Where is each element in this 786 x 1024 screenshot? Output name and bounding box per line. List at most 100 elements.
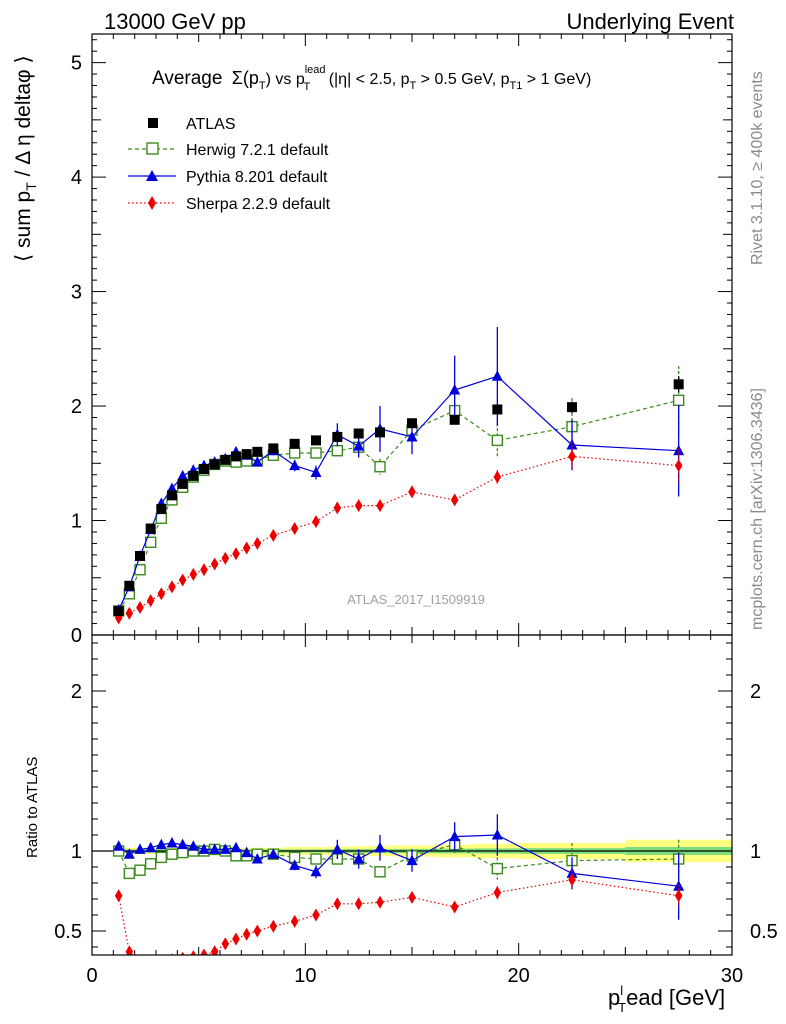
main-series-atlas	[113, 376, 684, 616]
main-point-sherpa	[136, 601, 144, 615]
main-point-herwig	[374, 461, 386, 473]
ratio-series-sherpa	[114, 870, 683, 970]
legend-entry-sherpa: Sherpa 2.2.9 default	[128, 196, 331, 213]
main-point-sherpa	[157, 587, 166, 601]
ratio-point-sherpa	[136, 957, 144, 970]
main-point-atlas	[673, 379, 684, 390]
main-point-sherpa	[242, 541, 251, 555]
main-point-atlas	[407, 418, 417, 429]
legend-entry-pythia: Pythia 8.201 default	[128, 169, 328, 186]
main-point-pythia	[566, 438, 578, 450]
ratio-point-sherpa	[114, 889, 123, 903]
main-series-sherpa	[114, 442, 683, 625]
main-point-pythia	[251, 456, 263, 467]
main-point-atlas	[209, 459, 220, 470]
plot-title: Average Σ(pT) vs plead T (|η| < 2.5, pT >…	[152, 64, 591, 93]
main-point-pythia	[289, 459, 301, 471]
ratio-point-sherpa	[253, 924, 262, 938]
ratio-point-sherpa	[450, 900, 459, 914]
main-point-herwig	[155, 512, 168, 524]
ratio-point-pythia	[374, 841, 386, 853]
ratio-point-sherpa	[333, 897, 342, 911]
ratio-point-herwig	[166, 848, 178, 860]
main-point-sherpa	[450, 493, 459, 507]
ratio-point-pythia	[406, 854, 418, 866]
rivet-label: Rivet 3.1.10, ≥ 400k events	[749, 71, 766, 265]
ratio-point-pythia	[145, 841, 157, 853]
ratio-point-sherpa	[568, 873, 576, 887]
y-tick-label: 4	[71, 167, 82, 189]
main-point-sherpa	[253, 536, 262, 550]
ratio-point-sherpa	[158, 957, 166, 970]
legend-marker-atlas	[148, 118, 158, 128]
main-point-sherpa	[125, 606, 134, 620]
main-point-atlas	[167, 490, 177, 501]
ratio-point-pythia	[449, 830, 461, 842]
axes: 0 10 20 30 0 1 2 3 4 5 0.5 0.5 1 1 2 2	[54, 33, 778, 987]
main-point-sherpa	[333, 501, 342, 515]
main-point-atlas	[289, 438, 300, 449]
main-point-atlas	[567, 402, 577, 413]
ratio-point-pythia	[219, 843, 231, 854]
mcplots-label: mcplots.cern.ch [arXiv:1306.3436]	[749, 388, 766, 630]
legend-entry-herwig: Herwig 7.2.1 default	[128, 142, 329, 159]
ratio-point-sherpa	[210, 945, 219, 955]
main-point-atlas	[113, 605, 124, 616]
ratio-point-sherpa	[493, 886, 502, 900]
ratio-point-sherpa	[125, 945, 134, 955]
ratio-point-pythia	[209, 843, 221, 854]
main-point-sherpa	[568, 449, 576, 463]
ratio-point-herwig	[310, 853, 322, 865]
main-point-sherpa	[290, 522, 299, 536]
main-point-herwig	[331, 444, 344, 457]
ratio-point-pythia	[198, 843, 210, 854]
main-point-sherpa	[210, 557, 219, 571]
legend-label-pythia: Pythia 8.201 default	[186, 169, 328, 186]
main-point-atlas	[375, 427, 385, 438]
ratio-point-pythia	[331, 843, 343, 854]
main-point-atlas	[268, 443, 279, 454]
main-point-pythia	[491, 370, 503, 381]
main-point-sherpa	[189, 567, 198, 581]
main-point-atlas	[241, 449, 252, 460]
x-tick-label: 10	[294, 965, 316, 987]
ratio-point-pythia	[155, 838, 167, 850]
main-point-atlas	[311, 435, 321, 446]
main-point-herwig	[310, 447, 322, 459]
main-point-atlas	[124, 580, 135, 591]
legend-label-herwig: Herwig 7.2.1 default	[186, 142, 329, 159]
main-point-herwig	[672, 394, 685, 407]
ratio-point-sherpa	[312, 908, 320, 922]
main-point-pythia	[353, 440, 365, 451]
main-point-atlas	[156, 504, 167, 515]
ratio-point-sherpa	[180, 951, 185, 955]
main-point-atlas	[332, 431, 343, 442]
ratio-point-herwig	[155, 851, 168, 864]
ratio-series-pythia	[113, 814, 685, 920]
legend: ATLAS Herwig 7.2.1 default Pythia 8.201 …	[128, 116, 331, 213]
x-tick-label: 20	[508, 965, 530, 987]
main-point-sherpa	[168, 580, 176, 594]
ratio-y-tick-label-right: 0.5	[750, 921, 778, 943]
ratio-point-pythia	[491, 829, 503, 840]
main-point-herwig	[491, 434, 504, 447]
legend-label-sherpa: Sherpa 2.2.9 default	[186, 196, 331, 213]
main-point-sherpa	[146, 594, 155, 608]
ratio-point-herwig	[491, 862, 504, 875]
x-axis-label: pl Tead [GeV]	[608, 983, 725, 1015]
ratio-point-sherpa	[269, 919, 278, 933]
ratio-point-pythia	[113, 840, 125, 851]
ratio-y-tick-label-left: 1	[71, 841, 82, 863]
ratio-point-sherpa	[242, 927, 251, 941]
header-left: 13000 GeV pp	[104, 9, 246, 34]
y-tick-label: 5	[71, 53, 82, 75]
legend-marker-pythia	[146, 170, 158, 181]
main-point-atlas	[199, 464, 209, 475]
header-right: Underlying Event	[566, 9, 734, 34]
main-line-herwig	[118, 399, 679, 612]
main-point-atlas	[135, 551, 145, 562]
main-point-atlas	[145, 523, 156, 534]
ratio-y-tick-label-left: 0.5	[54, 921, 82, 943]
ratio-point-herwig	[123, 867, 136, 880]
